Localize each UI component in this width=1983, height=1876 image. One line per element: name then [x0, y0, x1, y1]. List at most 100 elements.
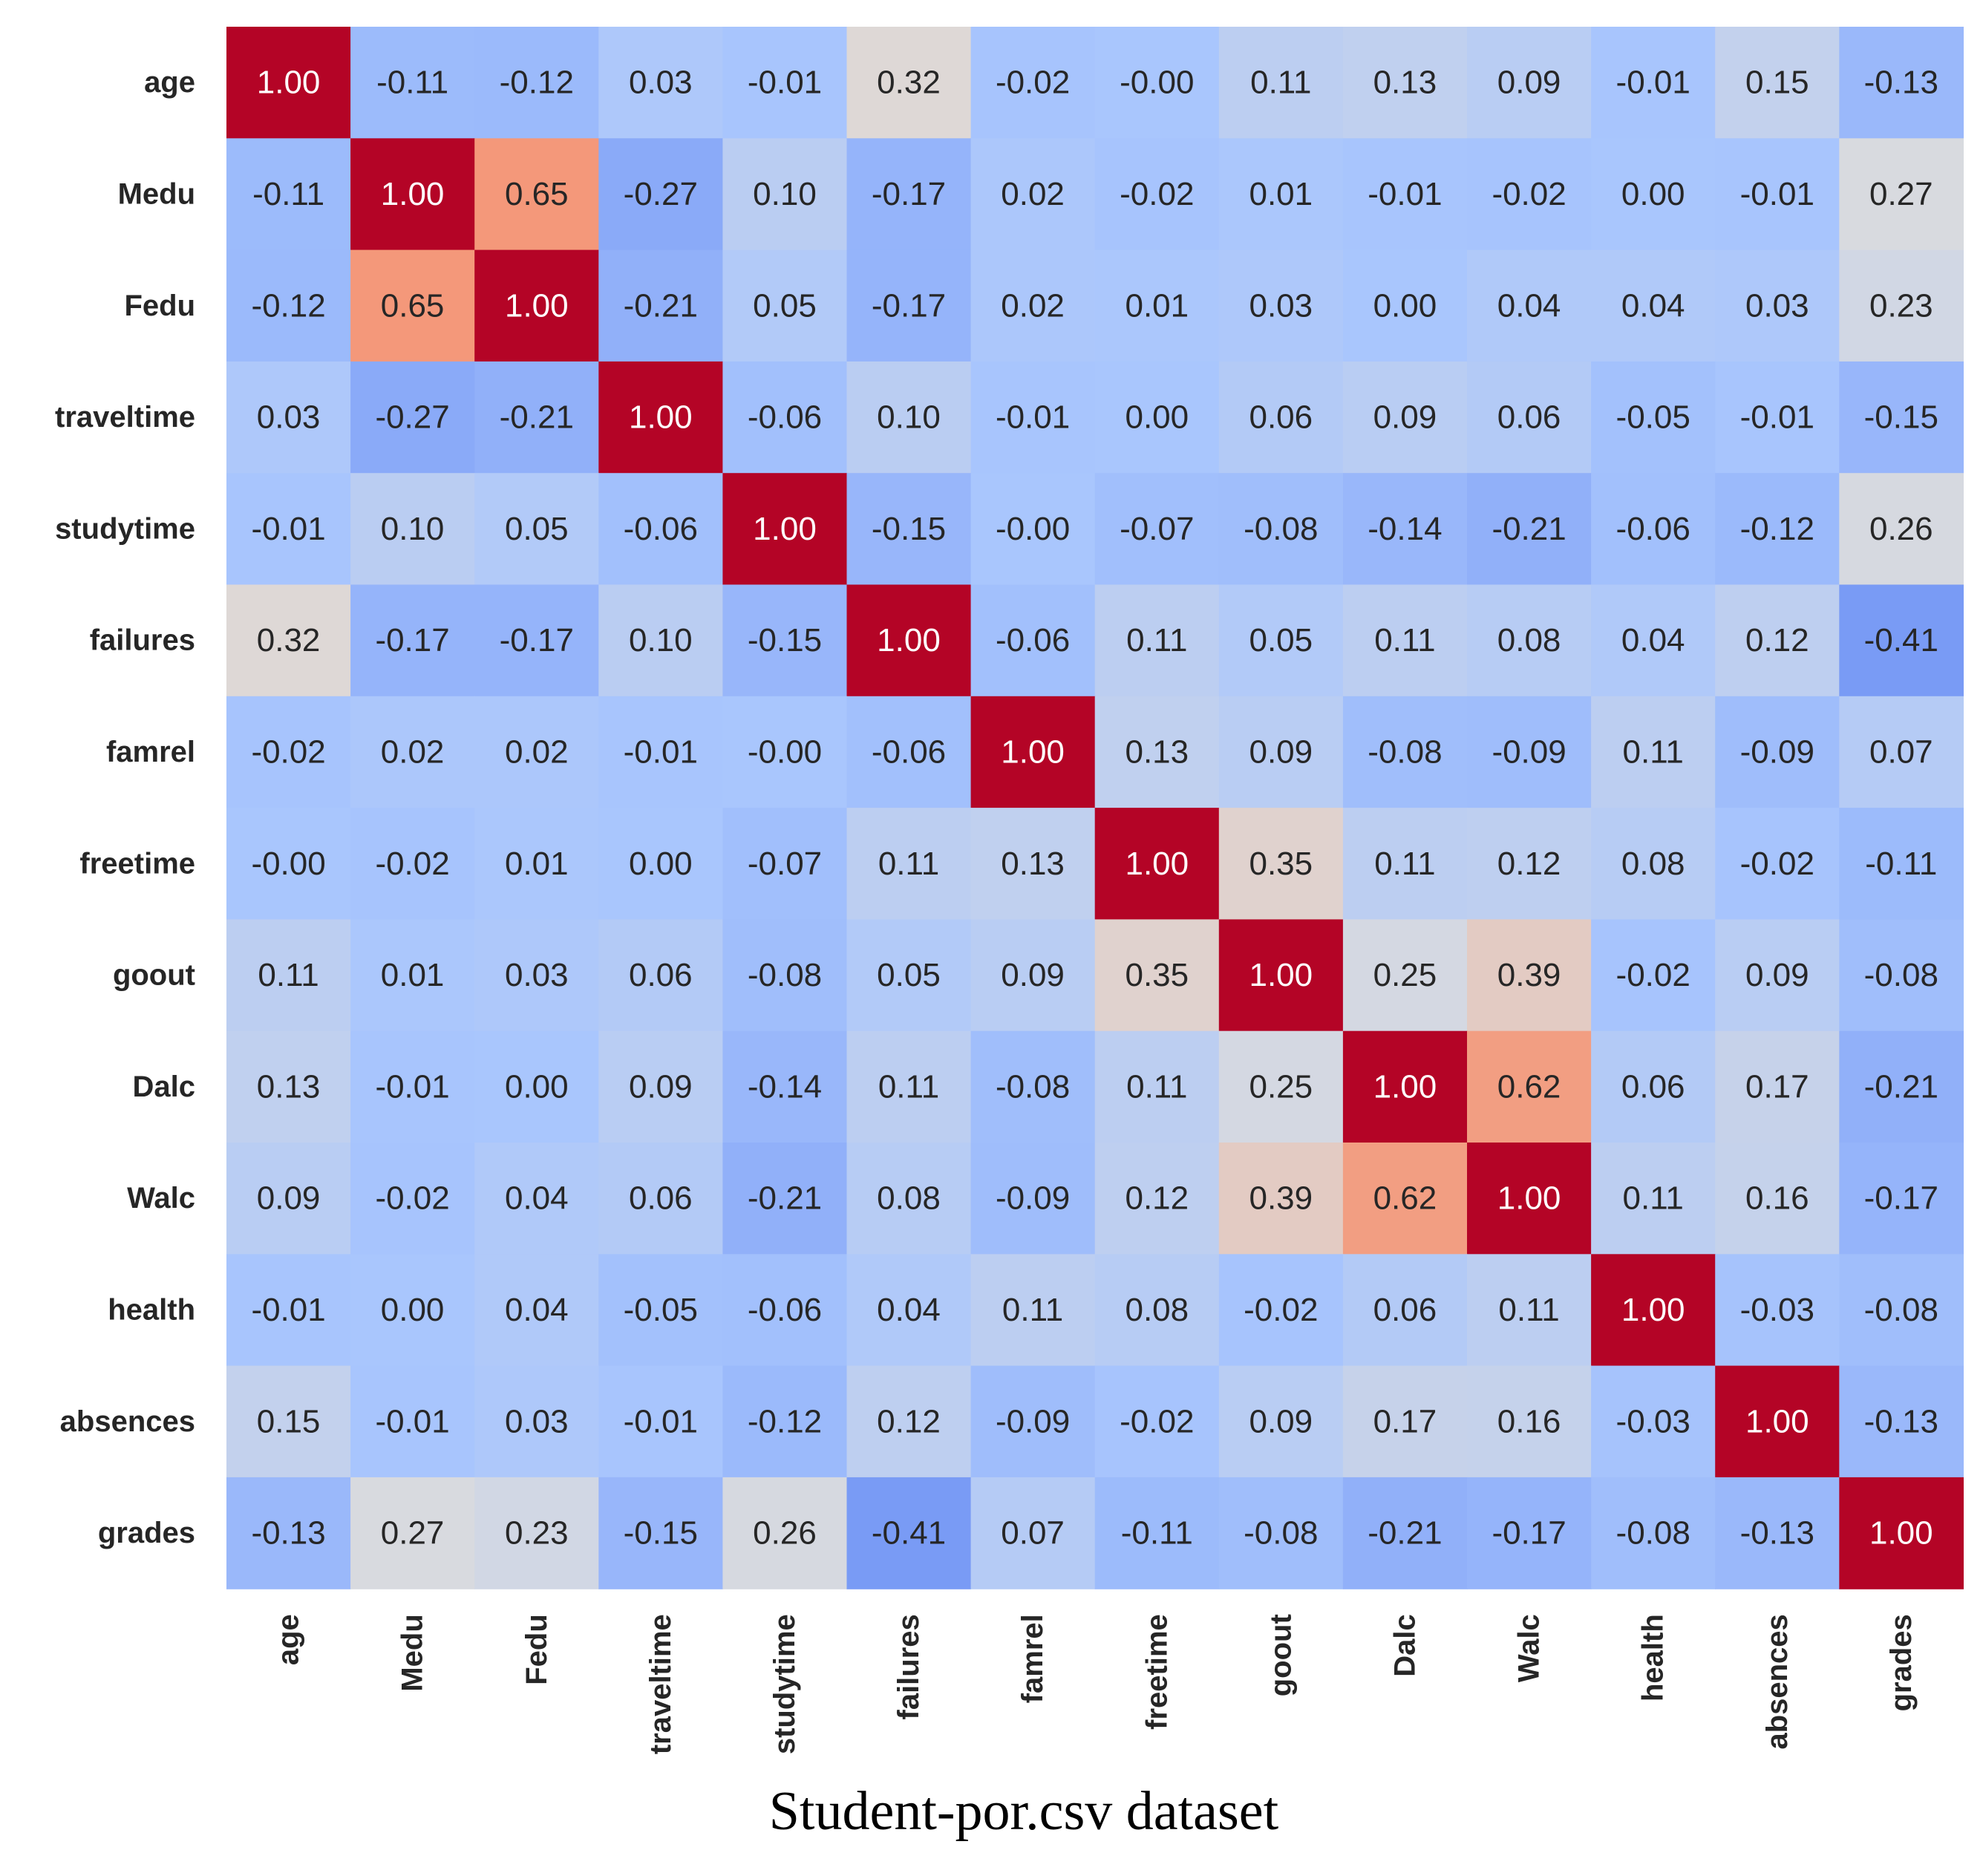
cell-value-age-traveltime: 0.03 [629, 65, 693, 101]
heatmap-cell-grades-goout [1218, 1477, 1344, 1589]
cell-value-famrel-famrel: 1.00 [1001, 734, 1065, 771]
heatmap-annotations: 1.00 -0.11 -0.12 0.03 -0.01 0.32 -0.02 -0.00 0.1… [251, 65, 1938, 1552]
cell-value-Fedu-Walc: 0.04 [1497, 287, 1561, 324]
heatmap-cell-grades-Fedu [474, 1477, 599, 1589]
heatmap-cell-age-traveltime [598, 27, 723, 139]
heatmap-cell-Dalc-absences [1715, 1030, 1840, 1143]
heatmap-cell-Dalc-freetime [1094, 1030, 1220, 1143]
heatmap-cell-goout-Fedu [474, 919, 599, 1032]
heatmap-cell-famrel-famrel [970, 696, 1096, 808]
cell-value-age-Dalc: 0.13 [1373, 65, 1437, 101]
cell-value-Walc-famrel: -0.09 [996, 1180, 1070, 1217]
heatmap-cell-failures-Fedu [474, 584, 599, 697]
cell-value-age-Medu: -0.11 [376, 65, 448, 101]
cell-value-traveltime-Walc: 0.06 [1497, 399, 1561, 436]
cell-value-failures-failures: 1.00 [877, 622, 941, 658]
heatmap-cell-freetime-Walc [1467, 808, 1592, 920]
heatmap-cell-absences-Medu [350, 1365, 475, 1478]
heatmap-cell-Walc-Dalc [1342, 1143, 1468, 1255]
cell-value-failures-studytime: -0.15 [748, 622, 822, 658]
heatmap-cell-absences-age [226, 1365, 351, 1478]
cell-value-Fedu-absences: 0.03 [1745, 287, 1809, 324]
cell-value-Walc-age: 0.09 [257, 1180, 321, 1217]
cell-value-Dalc-goout: 0.25 [1249, 1068, 1313, 1105]
cell-value-famrel-Medu: 0.02 [381, 734, 445, 771]
cell-value-famrel-goout: 0.09 [1249, 734, 1313, 771]
cell-value-Walc-goout: 0.39 [1249, 1180, 1313, 1217]
cell-value-grades-Dalc: -0.21 [1368, 1515, 1442, 1552]
cell-value-traveltime-goout: 0.06 [1249, 399, 1313, 436]
heatmap-cell-freetime-age [226, 808, 351, 920]
heatmap-cell-freetime-freetime [1094, 808, 1220, 920]
cell-value-Walc-Dalc: 0.62 [1373, 1180, 1437, 1217]
heatmap-cell-age-studytime [722, 27, 848, 139]
row-label-famrel: famrel [106, 736, 195, 768]
cell-value-goout-studytime: -0.08 [748, 957, 822, 993]
heatmap-cell-Walc-failures [846, 1143, 972, 1255]
cell-value-failures-freetime: 0.11 [1126, 622, 1187, 658]
cell-value-health-Walc: 0.11 [1498, 1292, 1559, 1328]
cell-value-studytime-Fedu: 0.05 [505, 511, 569, 547]
cell-value-goout-famrel: 0.09 [1001, 957, 1065, 993]
cell-value-health-freetime: 0.08 [1125, 1292, 1189, 1328]
cell-value-failures-age: 0.32 [257, 622, 321, 658]
heatmap-cell-studytime-age [226, 473, 351, 586]
cell-value-failures-traveltime: 0.10 [629, 622, 693, 658]
cell-value-absences-absences: 1.00 [1745, 1403, 1809, 1439]
heatmap-cell-traveltime-studytime [722, 361, 848, 474]
cell-value-goout-Medu: 0.01 [381, 957, 445, 993]
heatmap-cell-age-Dalc [1342, 27, 1468, 139]
cell-value-Fedu-health: 0.04 [1621, 287, 1685, 324]
heatmap-cell-goout-Medu [350, 919, 475, 1032]
cell-value-absences-Fedu: 0.03 [505, 1403, 569, 1439]
heatmap-cell-Medu-Fedu [474, 138, 599, 251]
cell-value-studytime-failures: -0.15 [872, 511, 946, 547]
row-label-failures: failures [90, 624, 195, 657]
cell-value-Fedu-studytime: 0.05 [753, 287, 817, 324]
cell-value-absences-freetime: -0.02 [1120, 1403, 1194, 1439]
cell-value-traveltime-studytime: -0.06 [748, 399, 822, 436]
cell-value-goout-Dalc: 0.25 [1373, 957, 1437, 993]
cell-value-failures-grades: -0.41 [1864, 622, 1938, 658]
heatmap-cell-Fedu-freetime [1094, 249, 1220, 362]
cell-value-Walc-Walc: 1.00 [1497, 1180, 1561, 1217]
heatmap-cell-age-absences [1715, 27, 1840, 139]
cell-value-Medu-goout: 0.01 [1249, 176, 1313, 212]
cell-value-Medu-famrel: 0.02 [1001, 176, 1065, 212]
heatmap-cell-Walc-studytime [722, 1143, 848, 1255]
cell-value-goout-Walc: 0.39 [1497, 957, 1561, 993]
heatmap-cell-health-Medu [350, 1254, 475, 1367]
heatmap-cell-grades-failures [846, 1477, 972, 1589]
heatmap-cell-traveltime-grades [1839, 361, 1964, 474]
cell-value-Medu-Dalc: -0.01 [1368, 176, 1442, 212]
heatmap-cell-Dalc-Fedu [474, 1030, 599, 1143]
heatmap-cell-famrel-freetime [1094, 696, 1220, 808]
cell-value-goout-absences: 0.09 [1745, 957, 1809, 993]
heatmap-cell-traveltime-goout [1218, 361, 1344, 474]
heatmap-cell-Dalc-Dalc [1342, 1030, 1468, 1143]
cell-value-age-goout: 0.11 [1250, 65, 1311, 101]
cell-value-goout-age: 0.11 [258, 957, 318, 993]
cell-value-freetime-health: 0.08 [1621, 846, 1685, 882]
heatmap-cell-freetime-studytime [722, 808, 848, 920]
heatmap-cell-failures-failures [846, 584, 972, 697]
cell-value-studytime-grades: 0.26 [1869, 511, 1933, 547]
heatmap-cell-famrel-Medu [350, 696, 475, 808]
heatmap-cell-age-Fedu [474, 27, 599, 139]
cell-value-Walc-traveltime: 0.06 [629, 1180, 693, 1217]
cell-value-famrel-age: -0.02 [251, 734, 325, 771]
cell-value-Medu-grades: 0.27 [1869, 176, 1933, 212]
cell-value-famrel-studytime: -0.00 [748, 734, 822, 771]
col-label-goout: goout [1264, 1614, 1297, 1696]
heatmap-cell-health-age [226, 1254, 351, 1367]
heatmap-cell-studytime-grades [1839, 473, 1964, 586]
cell-value-Dalc-studytime: -0.14 [748, 1068, 822, 1105]
cell-value-studytime-goout: -0.08 [1244, 511, 1318, 547]
col-label-studytime: studytime [768, 1614, 801, 1754]
cell-value-grades-goout: -0.08 [1244, 1515, 1318, 1552]
heatmap-cell-Walc-famrel [970, 1143, 1096, 1255]
heatmap-cell-traveltime-traveltime [598, 361, 723, 474]
heatmap-cell-age-health [1591, 27, 1716, 139]
heatmap-cell-failures-traveltime [598, 584, 723, 697]
heatmap-cell-goout-famrel [970, 919, 1096, 1032]
